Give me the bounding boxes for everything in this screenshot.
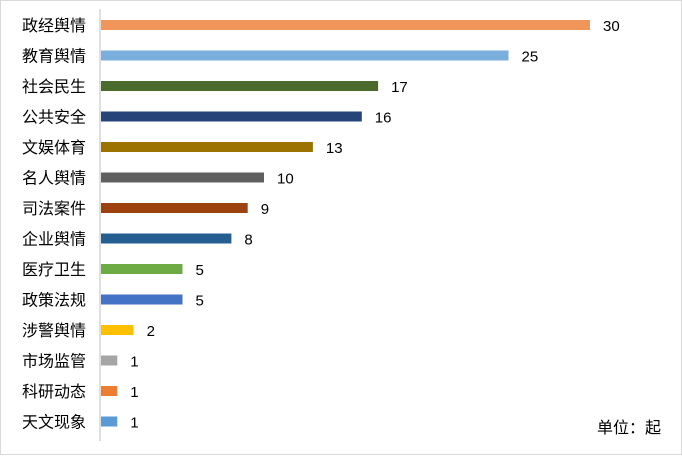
category-label: 涉警舆情 (22, 321, 86, 340)
bar (101, 50, 509, 61)
value-label: 1 (130, 415, 138, 432)
category-label: 公共安全 (22, 108, 86, 127)
category-label: 政经舆情 (22, 16, 86, 35)
category-label: 天文现象 (22, 413, 86, 432)
bar (101, 20, 590, 30)
bar (101, 386, 118, 396)
value-label: 17 (391, 79, 408, 96)
bar (101, 142, 313, 152)
value-label: 1 (130, 354, 138, 371)
category-label: 企业舆情 (22, 230, 86, 249)
bar (101, 203, 248, 213)
bar (101, 416, 118, 427)
category-label: 医疗卫生 (22, 260, 86, 279)
unit-note: 单位：起 (596, 418, 661, 437)
value-label: 13 (326, 140, 343, 157)
category-label: 科研动态 (22, 382, 86, 401)
category-label: 政策法规 (22, 291, 86, 310)
value-label: 1 (130, 384, 138, 401)
value-label: 10 (277, 171, 294, 188)
bar (101, 325, 134, 335)
value-label: 30 (603, 18, 620, 35)
category-label: 名人舆情 (22, 169, 86, 188)
category-label: 市场监管 (22, 352, 86, 371)
bar (101, 355, 118, 366)
value-label: 8 (244, 232, 252, 249)
bar (101, 111, 362, 122)
category-label: 司法案件 (22, 199, 86, 218)
bar (101, 172, 264, 183)
category-label: 社会民生 (22, 77, 86, 96)
value-label: 2 (147, 323, 155, 340)
category-label: 教育舆情 (22, 47, 86, 66)
value-label: 25 (522, 49, 539, 66)
value-label: 5 (196, 262, 204, 279)
value-label: 16 (375, 110, 392, 127)
value-label: 9 (261, 201, 269, 218)
bar (101, 233, 232, 244)
bar (101, 81, 379, 91)
category-label: 文娱体育 (22, 138, 86, 157)
bar (101, 264, 183, 274)
bar (101, 294, 183, 305)
value-label: 5 (196, 293, 204, 310)
